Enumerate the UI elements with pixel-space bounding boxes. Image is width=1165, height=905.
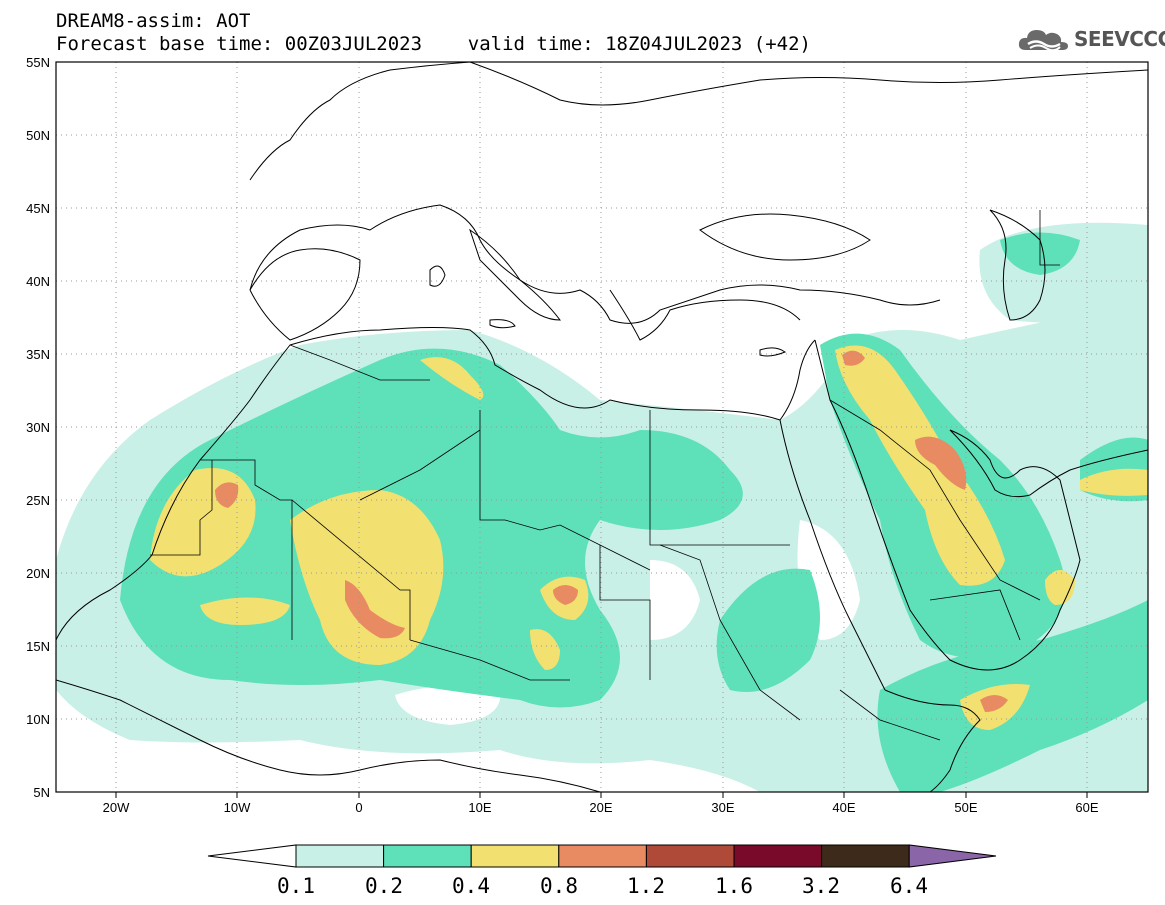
seevccc-logo: SEEVCCC: [1016, 24, 1165, 54]
grid-lines: [56, 62, 1148, 792]
lon-label: 10W: [224, 800, 251, 815]
lon-label: 30E: [711, 800, 734, 815]
colorbar-label: 0.8: [540, 874, 578, 898]
colorbar-swatch: [821, 844, 910, 868]
lat-label: 30N: [26, 420, 50, 435]
cloud-icon: [1018, 30, 1068, 52]
colorbar-swatch: [645, 844, 735, 868]
chart-title-line2: Forecast base time: 00Z03JUL2023 valid t…: [56, 33, 811, 55]
colorbar-swatch: [558, 844, 647, 868]
lon-label: 40E: [832, 800, 855, 815]
lon-label: 10E: [468, 800, 491, 815]
lon-label: 20W: [103, 800, 130, 815]
logo-text: SEEVCCC: [1074, 27, 1165, 51]
aot-level-0.8: [215, 482, 239, 508]
colorbar-swatch: [295, 844, 385, 868]
lon-label: 20E: [589, 800, 612, 815]
lon-label: 0: [355, 800, 362, 815]
lon-label: 60E: [1075, 800, 1098, 815]
colorbar-label: 1.2: [627, 874, 665, 898]
colorbar-over-triangle: [908, 844, 997, 868]
map-frame: [55, 61, 1149, 793]
colorbar-under-triangle: [207, 844, 297, 868]
lat-label: 55N: [26, 55, 50, 70]
country-borders: [150, 210, 1060, 741]
lat-label: 20N: [26, 566, 50, 581]
lat-label: 25N: [26, 493, 50, 508]
colorbar-label: 0.1: [277, 874, 315, 898]
lon-label: 50E: [954, 800, 977, 815]
lat-label: 50N: [26, 128, 50, 143]
colorbar-label: 1.6: [715, 874, 753, 898]
colorbar-swatch: [470, 844, 560, 868]
lat-label: 35N: [26, 347, 50, 362]
lat-label: 15N: [26, 639, 50, 654]
colorbar-label: 3.2: [802, 874, 840, 898]
lat-label: 10N: [26, 712, 50, 727]
colorbar-label: 0.4: [452, 874, 490, 898]
colorbar-label: 0.2: [365, 874, 403, 898]
colorbar-swatch: [733, 844, 823, 868]
tick-marks: [115, 792, 1088, 798]
lat-label: 5N: [33, 785, 50, 800]
lat-label: 40N: [26, 274, 50, 289]
colorbar-swatch: [383, 844, 472, 868]
chart-title-line1: DREAM8-assim: AOT: [56, 10, 251, 32]
lat-label: 45N: [26, 201, 50, 216]
coastlines: [56, 62, 1148, 792]
colorbar-label: 6.4: [890, 874, 928, 898]
colorbar: [207, 844, 997, 868]
